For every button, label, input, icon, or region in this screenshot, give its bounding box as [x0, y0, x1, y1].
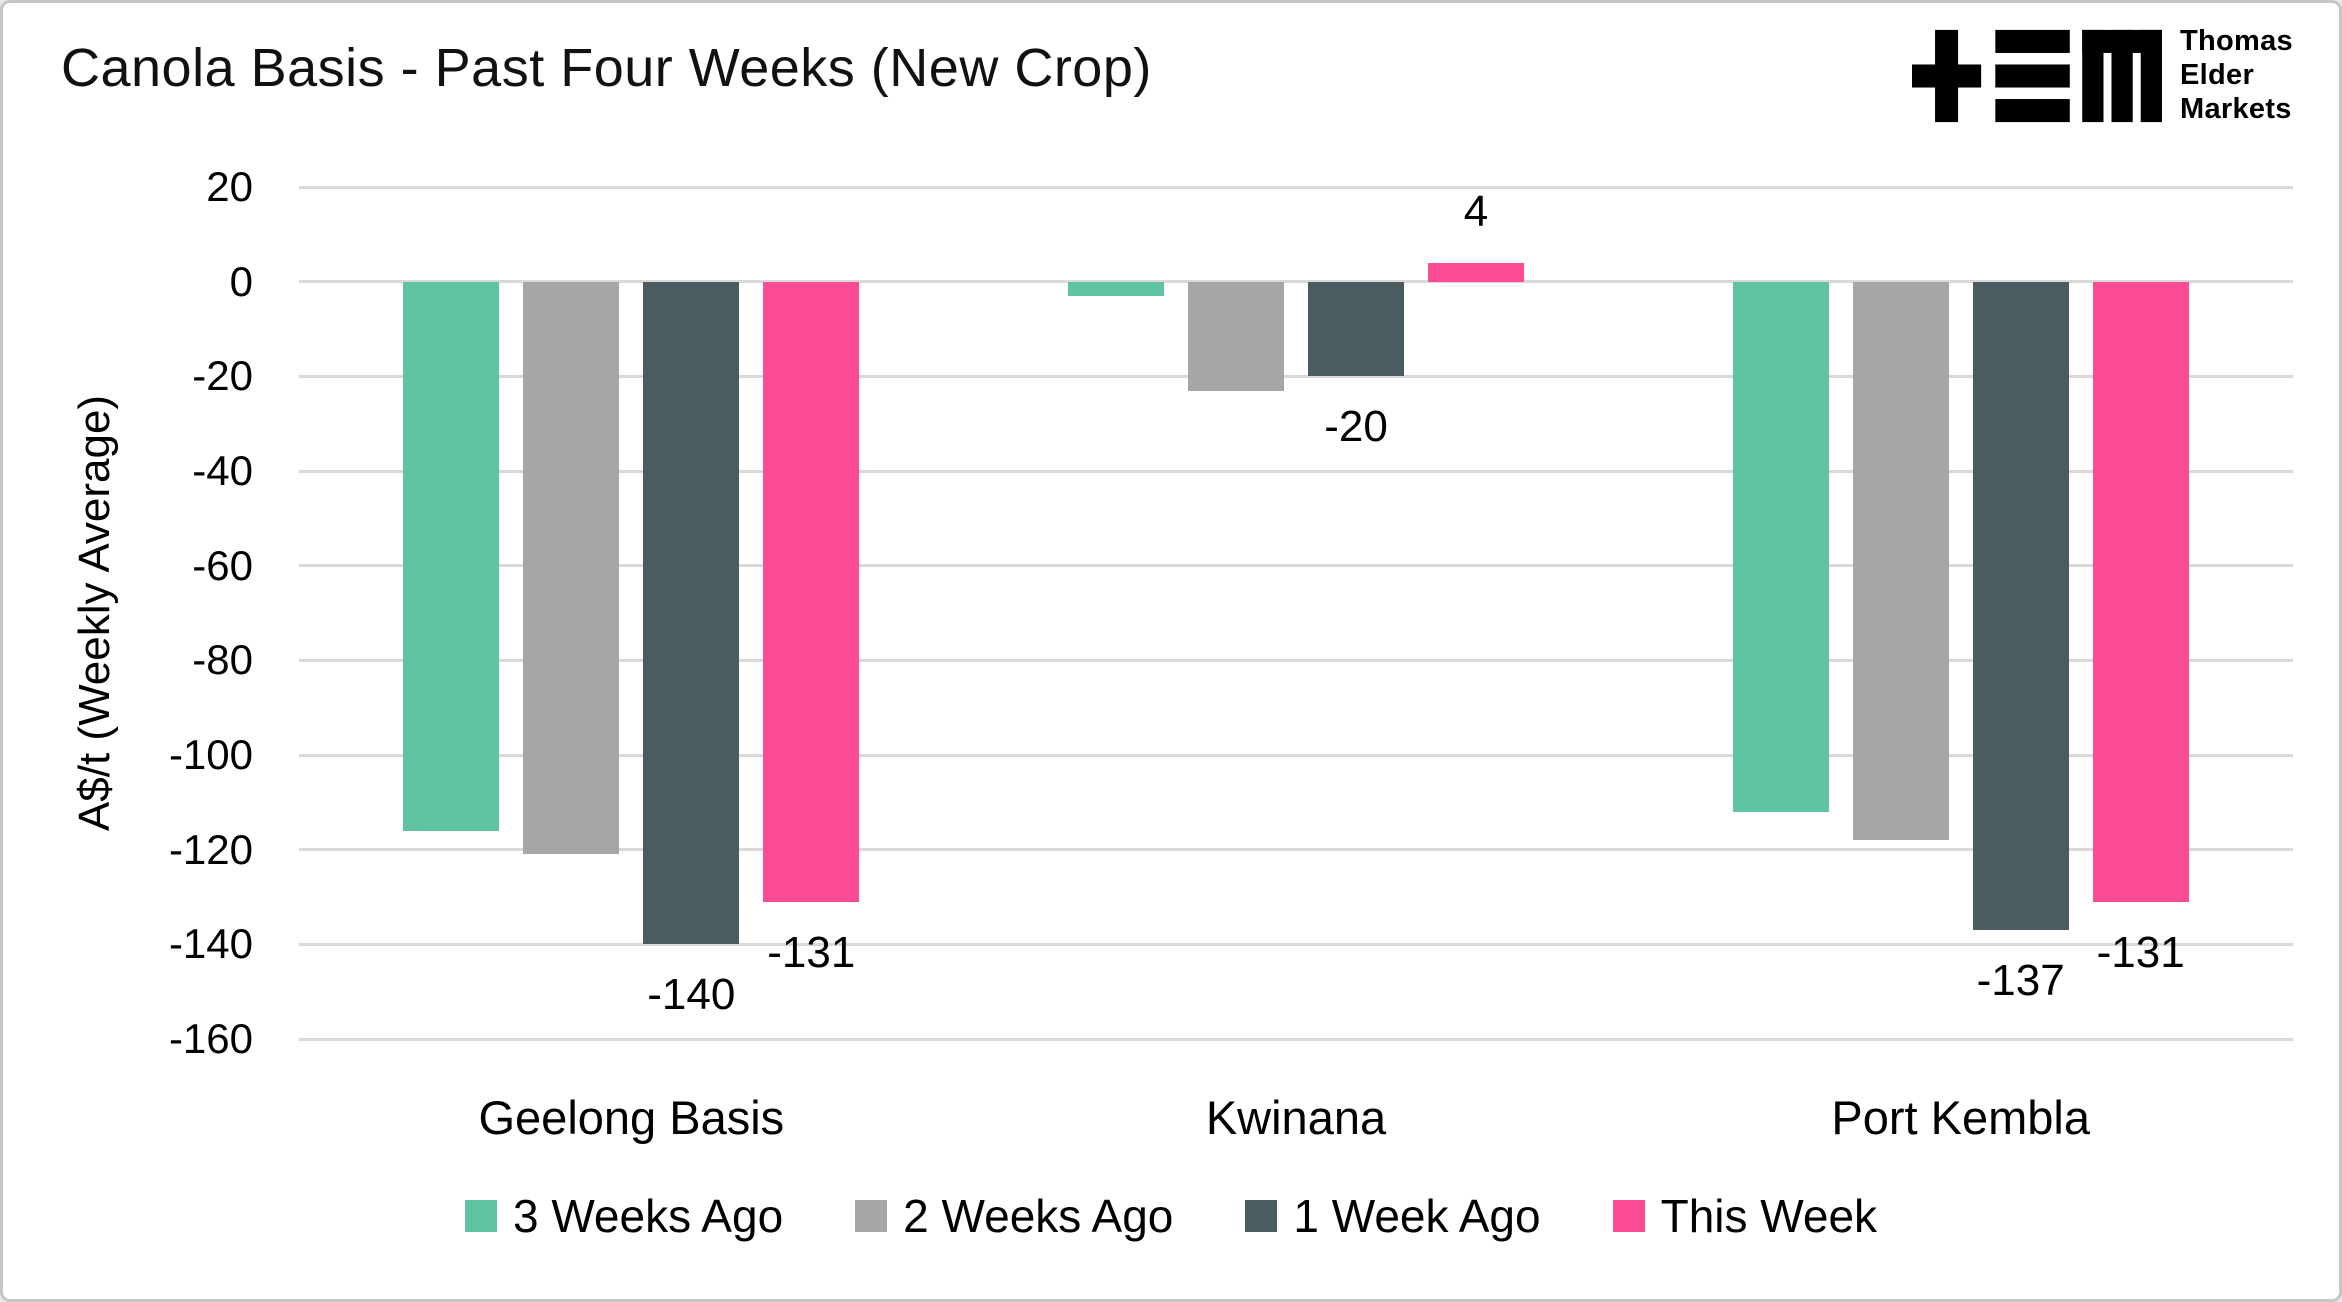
bar-kwinana-2-weeks-ago [1188, 281, 1284, 391]
legend-item-this-week: This Week [1612, 1189, 1878, 1243]
bar-port-kembla-1-week-ago [1972, 281, 2069, 931]
data-label: 4 [1463, 186, 1489, 236]
y-tick-label: -60 [192, 541, 253, 589]
logo-line-1: Thomas [2180, 25, 2293, 57]
data-label: -20 [1324, 402, 1388, 452]
legend-label: This Week [1660, 1190, 1878, 1242]
gridline-y--60 [299, 564, 2293, 568]
category-label-port-kembla: Port Kembla [1831, 1091, 2090, 1144]
category-label-kwinana: Kwinana [1205, 1091, 1387, 1144]
y-tick-label: -100 [168, 731, 253, 778]
y-tick-label: 20 [206, 163, 253, 210]
legend-swatch-icon [855, 1200, 888, 1232]
logo-line-3: Markets [2180, 92, 2292, 125]
legend-label: 1 Week Ago [1293, 1190, 1541, 1242]
bar-port-kembla-this-week [2092, 281, 2189, 902]
legend-swatch-icon [1612, 1200, 1645, 1232]
bar-geelong-basis-2-weeks-ago [523, 281, 620, 855]
legend-swatch-icon [464, 1200, 497, 1232]
tem-logo-mark-icon [1912, 29, 2162, 122]
data-label: -137 [1976, 956, 2065, 1006]
y-tick-label: -120 [168, 825, 253, 873]
y-tick-label: -80 [192, 636, 253, 684]
y-tick-label: -160 [168, 1015, 253, 1062]
legend-label: 2 Weeks Ago [903, 1190, 1174, 1242]
data-label: -140 [647, 970, 736, 1020]
category-label-geelong-basis: Geelong Basis [478, 1091, 785, 1144]
gridline-y--140 [299, 942, 2293, 946]
plot-area: -140 -20 -137 -131 4 -131 [299, 185, 2293, 1041]
y-tick-label: 0 [229, 257, 253, 305]
gridline-y-20 [299, 185, 2293, 189]
tem-logo-text: Thomas Elder Markets [2180, 25, 2293, 127]
legend-label: 3 Weeks Ago [512, 1190, 784, 1242]
logo-line-2: Elder [2180, 58, 2255, 91]
data-label: -131 [2096, 927, 2185, 977]
chart-title: Canola Basis - Past Four Weeks (New Crop… [61, 38, 1152, 98]
legend: 3 Weeks Ago 2 Weeks Ago 1 Week Ago This Wee… [3, 1189, 2339, 1243]
legend-item-3-weeks-ago: 3 Weeks Ago [464, 1189, 784, 1243]
gridline-y--20 [299, 374, 2293, 378]
y-axis-tick-labels: 20 0 -20 -40 -60 -80 -100 -120 -140 -160 [63, 3, 253, 1299]
y-tick-label: -40 [192, 447, 253, 494]
legend-item-2-weeks-ago: 2 Weeks Ago [855, 1189, 1173, 1243]
bar-port-kembla-3-weeks-ago [1732, 281, 1829, 812]
bar-geelong-basis-3-weeks-ago [403, 281, 500, 831]
bar-kwinana-this-week [1428, 262, 1524, 282]
bar-geelong-basis-1-week-ago [643, 281, 740, 945]
bar-kwinana-1-week-ago [1308, 281, 1404, 377]
y-tick-label: -20 [192, 352, 253, 400]
gridline-y--120 [299, 848, 2293, 852]
bar-geelong-basis-this-week [763, 281, 860, 902]
bar-port-kembla-2-weeks-ago [1852, 281, 1949, 841]
gridline-y-0 [299, 280, 2293, 284]
gridline-y--160 [299, 1037, 2293, 1041]
bar-kwinana-3-weeks-ago [1068, 281, 1164, 296]
y-tick-label: -140 [168, 920, 253, 968]
x-axis-category-labels: Geelong Basis Kwinana Port Kembla [299, 1088, 2293, 1148]
gridline-y--40 [299, 469, 2293, 473]
tem-logo: Thomas Elder Markets [1912, 25, 2293, 127]
data-label: -131 [767, 927, 856, 977]
gridline-y--100 [299, 753, 2293, 757]
legend-item-1-week-ago: 1 Week Ago [1245, 1189, 1541, 1243]
legend-swatch-icon [1245, 1200, 1278, 1232]
gridline-y--80 [299, 658, 2293, 662]
